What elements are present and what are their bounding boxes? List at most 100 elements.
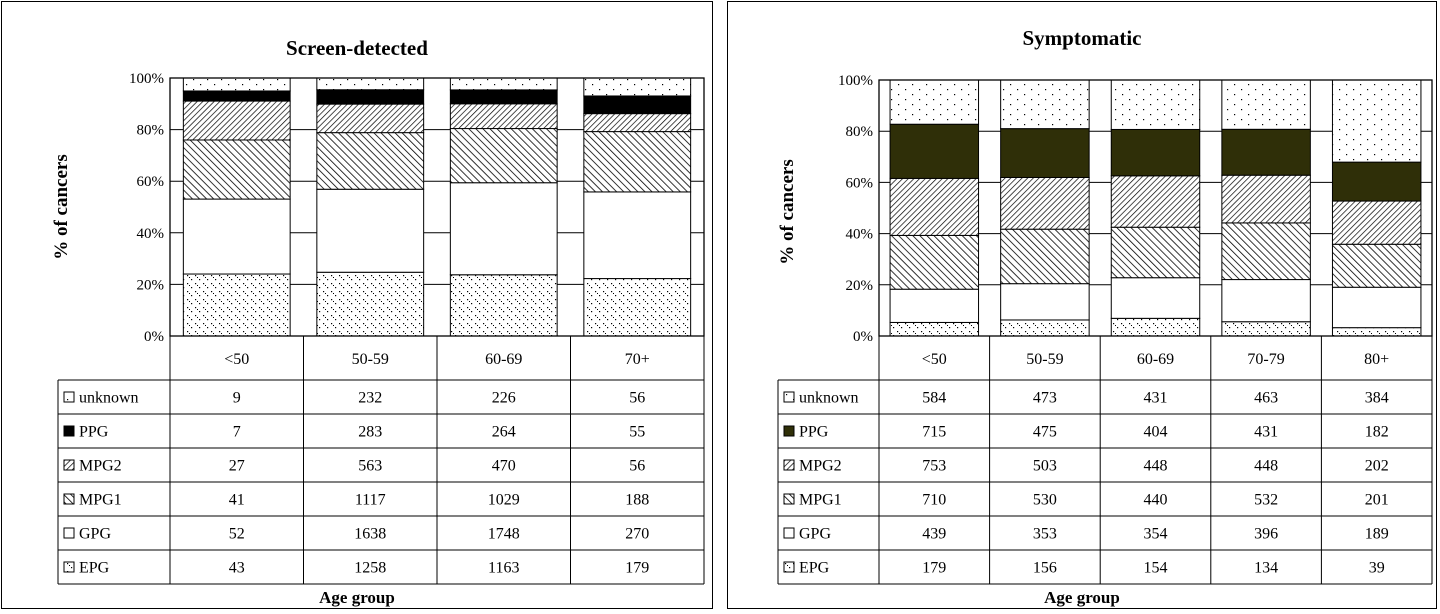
data-label: 448: [1254, 458, 1278, 475]
data-label: 179: [625, 560, 649, 577]
data-label: 530: [1033, 492, 1057, 509]
data-label: 39: [1369, 560, 1385, 577]
bar-segment-epg-50: [889, 321, 980, 337]
bar-segment-ppg-50: [182, 90, 291, 102]
screen-detected-chart-svg: 0% 20% 40% 60% 80% 100% <50 50-59 60-69 70+ unknow…: [57, 71, 705, 585]
plot-area-frame: [878, 79, 1433, 337]
y-tick-label: 100%: [129, 71, 164, 87]
data-label: 27: [229, 458, 245, 475]
data-label: 439: [922, 526, 946, 543]
data-label: 43: [229, 560, 245, 577]
legend-swatch-unknown: [63, 391, 75, 403]
bar-segment-mpg1-50: [182, 139, 291, 200]
data-label: 283: [358, 424, 382, 441]
data-label: 448: [1144, 458, 1168, 475]
legend-swatch-gpg: [783, 527, 795, 539]
data-label: 189: [1365, 526, 1389, 543]
legend-entry-ppg: PPG: [79, 424, 109, 441]
bars: [182, 77, 692, 337]
symptomatic-chart-panel: Symptomatic % of cancers Age group 0% 20%…: [727, 1, 1437, 609]
legend-entry-unknown: unknown: [799, 390, 859, 407]
data-label: 1258: [354, 560, 386, 577]
data-label: 473: [1033, 390, 1057, 407]
bar-segment-gpg-80: [1331, 286, 1422, 329]
bar-segment-epg-60-69: [1110, 317, 1201, 337]
data-label: 179: [922, 560, 946, 577]
chart-title-screen-detected: Screen-detected: [286, 36, 428, 60]
bar-segment-ppg-70: [583, 95, 692, 115]
bar-segment-epg-70-79: [1221, 321, 1311, 337]
bar-segment-epg-70: [583, 278, 692, 337]
data-label: 270: [625, 526, 649, 543]
bar-segment-unknown-80: [1331, 79, 1422, 163]
x-tick-label: 50-59: [1026, 351, 1063, 368]
x-tick-label: 70-79: [1247, 351, 1284, 368]
data-label: 384: [1365, 390, 1389, 407]
data-label: 202: [1365, 458, 1389, 475]
x-tick-label: 60-69: [485, 351, 522, 368]
data-label: 182: [1365, 424, 1389, 441]
legend-swatch-unknown: [783, 391, 795, 403]
data-label: 353: [1033, 526, 1057, 543]
bar-segment-mpg2-60-69: [449, 103, 558, 130]
data-label: 56: [629, 390, 645, 407]
legend-entry-mpg2: MPG2: [799, 458, 842, 475]
bar-segment-unknown-50-59: [316, 77, 425, 91]
data-label: 41: [229, 492, 245, 509]
bar-segment-mpg2-50: [889, 177, 980, 236]
legend-swatch-epg: [63, 561, 75, 573]
data-label: 1029: [488, 492, 520, 509]
bar-segment-ppg-60-69: [449, 89, 558, 105]
chart-title-symptomatic: Symptomatic: [1022, 26, 1142, 50]
x-tick-label: <50: [224, 351, 249, 368]
legend-swatch-mpg1: [63, 493, 75, 505]
bar-segment-unknown-50-59: [1000, 79, 1090, 130]
x-axis-label: Age group: [319, 588, 395, 607]
bar-segment-unknown-50: [889, 79, 980, 125]
data-label: 584: [922, 390, 946, 407]
y-tick-label: 80%: [137, 123, 165, 139]
data-label: 463: [1254, 390, 1278, 407]
legend-swatch-mpg1: [783, 493, 795, 505]
bar-segment-ppg-60-69: [1110, 128, 1201, 177]
data-label: 55: [629, 424, 645, 441]
data-label: 532: [1254, 492, 1278, 509]
bar-segment-gpg-70-79: [1221, 279, 1311, 323]
bar-segment-mpg1-50: [889, 234, 980, 290]
y-tick-label: 100%: [838, 73, 873, 89]
symptomatic-chart-svg: 0% 20% 40% 60% 80% 100% <50 50-59 60-69 70-79 80+ u…: [777, 73, 1433, 585]
y-tick-label: 0%: [144, 329, 164, 345]
bar-segment-epg-60-69: [449, 274, 558, 337]
bar-segment-epg-50-59: [1000, 319, 1090, 337]
legend-swatch-epg: [783, 561, 795, 573]
bar-segment-unknown-50: [182, 77, 291, 92]
y-tick-label: 40%: [137, 226, 165, 242]
bar-segment-mpg1-70-79: [1221, 222, 1311, 281]
data-label: 431: [1254, 424, 1278, 441]
y-tick-label: 40%: [846, 227, 874, 243]
x-tick-label: <50: [922, 351, 947, 368]
data-label: 1163: [488, 560, 519, 577]
bar-segment-mpg2-70: [583, 113, 692, 133]
data-label: 264: [492, 424, 516, 441]
bar-segment-ppg-50: [889, 123, 980, 179]
data-label: 753: [922, 458, 946, 475]
y-tick-label: 60%: [137, 174, 165, 190]
data-label: 226: [492, 390, 516, 407]
bar-segment-mpg2-80: [1331, 200, 1422, 245]
bar-segment-epg-50: [182, 273, 291, 337]
bars: [889, 79, 1422, 337]
bar-segment-ppg-80: [1331, 161, 1422, 202]
data-label: 52: [229, 526, 245, 543]
legend-swatch-mpg2: [63, 459, 75, 471]
data-label: 188: [625, 492, 649, 509]
y-tick-label: 0%: [853, 329, 873, 345]
bar-segment-mpg2-50: [182, 100, 291, 141]
data-label: 1117: [355, 492, 386, 509]
legend-entry-epg: EPG: [79, 560, 110, 577]
data-label: 475: [1033, 424, 1057, 441]
bar-segment-ppg-50-59: [316, 89, 425, 105]
data-label: 154: [1144, 560, 1168, 577]
bar-segment-unknown-60-69: [1110, 79, 1201, 130]
bar-segment-unknown-70: [583, 77, 692, 97]
